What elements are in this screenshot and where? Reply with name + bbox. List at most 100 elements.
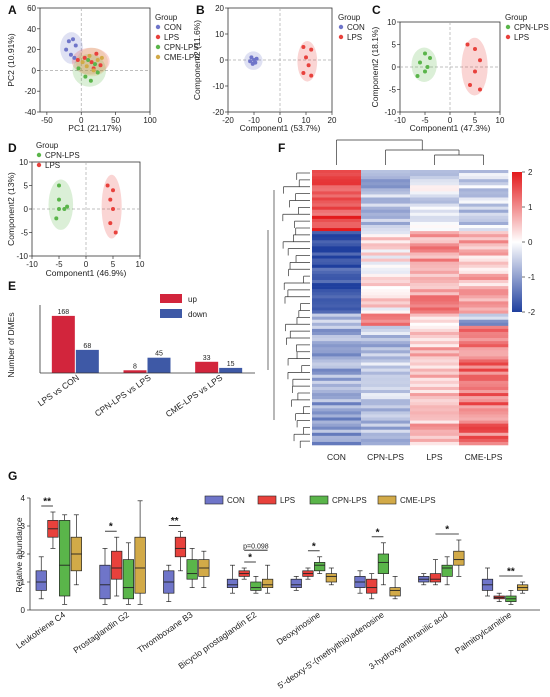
heatmap-cell <box>312 432 362 437</box>
heatmap-cell <box>459 429 509 434</box>
data-point <box>425 65 430 69</box>
heatmap-cell <box>459 215 509 220</box>
heatmap-cell <box>410 176 460 180</box>
heatmap-cell <box>312 325 362 330</box>
confidence-ellipse <box>60 32 83 64</box>
heatmap-cell <box>459 408 509 412</box>
heatmap-cell <box>459 252 509 256</box>
y-tick-label: 0 <box>220 56 225 65</box>
heatmap-cell <box>312 225 362 229</box>
heatmap-cell <box>312 386 362 391</box>
heatmap-cell <box>312 179 362 183</box>
heatmap-cell <box>459 362 509 366</box>
heatmap-cell <box>361 221 411 226</box>
data-point <box>423 51 427 56</box>
heatmap-cell <box>361 215 411 220</box>
legend-marker <box>155 34 161 40</box>
y-tick-label: -10 <box>16 252 28 261</box>
data-point <box>309 47 314 52</box>
heatmap-cell <box>361 359 411 363</box>
data-point <box>71 37 75 42</box>
bar <box>51 315 75 373</box>
data-point <box>95 58 100 62</box>
heatmap-cell <box>459 258 509 262</box>
heatmap-cell <box>410 206 460 211</box>
heatmap-cell <box>312 295 362 299</box>
heatmap-cell <box>361 435 411 440</box>
heatmap-cell <box>410 405 460 409</box>
legend-title-b: Group <box>338 13 361 22</box>
x-tick-label: -10 <box>394 116 406 125</box>
significance-label: * <box>248 553 252 564</box>
heatmap-cell <box>459 368 509 372</box>
heatmap-cell <box>361 432 411 437</box>
bar-value-label: 168 <box>57 309 69 316</box>
heatmap-cell <box>361 255 411 259</box>
heatmap-cell <box>410 365 460 369</box>
legend-label: CON <box>347 23 365 32</box>
box <box>429 573 442 583</box>
heatmap-cell <box>361 344 411 348</box>
heatmap-cell <box>410 200 460 204</box>
heatmap-cell <box>410 338 460 342</box>
heatmap-cell <box>410 432 460 437</box>
heatmap-cell <box>410 194 460 198</box>
x-axis-label-b: Component1 (53.7%) <box>240 123 321 133</box>
ticks-d: -10 -5 0 5 10 -10 -5 0 5 10 <box>16 158 145 269</box>
heatmap-cell <box>459 405 509 409</box>
heatmap-cell <box>410 203 460 207</box>
data-point <box>65 204 70 209</box>
data-point <box>82 55 87 60</box>
x-axis-label-a: PC1 (21.17%) <box>68 123 122 133</box>
heatmap-cell <box>361 185 411 189</box>
legend-swatch <box>204 495 224 505</box>
heatmap-cell <box>459 218 509 223</box>
heatmap-cell <box>410 386 460 391</box>
data-point <box>108 197 113 202</box>
heatmap-cell <box>312 231 362 235</box>
heatmap-cell <box>459 335 509 339</box>
panel-label-g: G <box>8 469 17 483</box>
heatmap-cell <box>410 304 460 308</box>
data-point <box>57 183 61 188</box>
heatmap-cell <box>312 377 362 382</box>
heatmap-cell <box>410 435 460 440</box>
legend-title-d: Group <box>36 141 59 150</box>
grid-d <box>32 162 140 256</box>
heatmap-cell <box>361 261 411 266</box>
heatmap-cell <box>410 362 460 366</box>
heatmap-cell <box>312 319 362 324</box>
heatmap-cell <box>410 377 460 382</box>
heatmap-cell <box>459 182 509 186</box>
points-d <box>54 183 118 235</box>
heatmap-cell <box>312 170 362 174</box>
heatmap-cell <box>459 353 509 357</box>
heatmap-cell <box>410 215 460 220</box>
heatmap-cell <box>410 286 460 290</box>
panel-f-heatmap: CON CPN-LPS LPS CME-LPS 2 1 0 -1 -2 <box>267 139 536 462</box>
heatmap-cell <box>312 185 362 189</box>
heatmap-cell <box>361 335 411 339</box>
panel-a-pca: -50 0 50 100 -40 -20 0 20 40 60 PC1 (21.17%) PC2 … <box>6 4 200 133</box>
heatmap-cell <box>361 173 411 177</box>
color-scale-ticks: 2 1 0 -1 -2 <box>522 168 536 317</box>
heatmap-cell <box>312 383 362 388</box>
heatmap-cell <box>459 441 509 446</box>
heatmap-cell <box>410 258 460 262</box>
bar <box>219 367 243 373</box>
heatmap-cell <box>459 225 509 229</box>
data-point <box>72 55 77 60</box>
y-axis-label-g: Relative abundance <box>14 517 24 592</box>
heatmap-cell <box>410 423 460 427</box>
heatmap-cell <box>459 173 509 177</box>
axes-g: 0 1 2 3 4 <box>21 494 540 615</box>
heatmap-cell <box>459 191 509 195</box>
heatmap-cell <box>361 234 411 238</box>
heatmap-cell <box>312 405 362 409</box>
panel-label-b: B <box>196 3 205 17</box>
heatmap-cell <box>312 270 362 275</box>
points-b <box>248 45 314 78</box>
legend-marker <box>36 152 42 158</box>
data-point <box>250 61 255 66</box>
